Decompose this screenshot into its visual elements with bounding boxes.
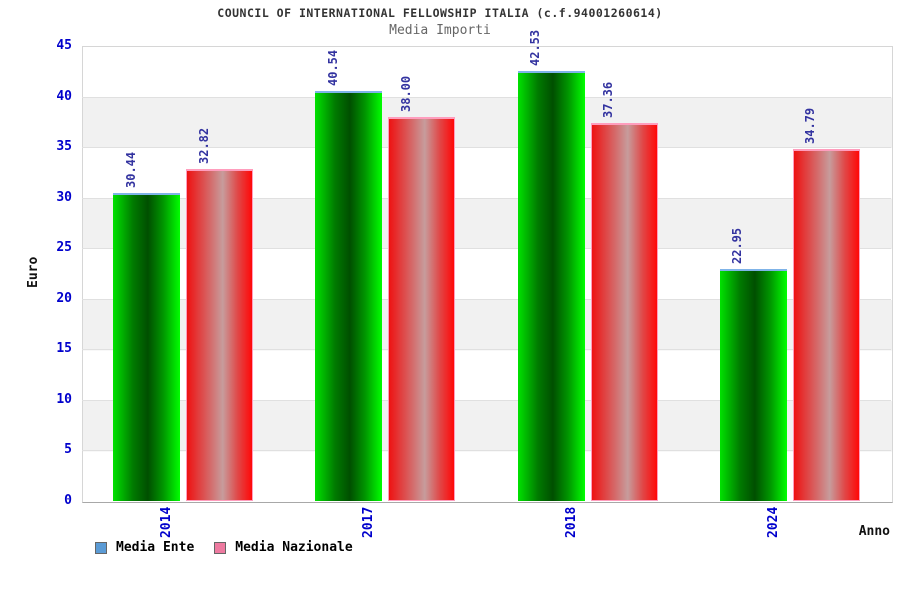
y-tick-label-35: 35 xyxy=(56,139,72,155)
legend: Media Ente Media Nazionale xyxy=(95,540,353,555)
bar-media-ente-2024 xyxy=(719,268,787,501)
y-tick-label-10: 10 xyxy=(56,391,72,407)
value-label-2017-s1: 38.00 xyxy=(398,75,413,112)
gridline-35 xyxy=(82,147,891,149)
y-tick-label-45: 45 xyxy=(56,38,72,53)
value-label-2018-s1: 37.36 xyxy=(601,82,616,119)
legend-swatch-media-nazionale xyxy=(214,541,227,554)
chart-title: COUNCIL OF INTERNATIONAL FELLOWSHIP ITAL… xyxy=(217,6,663,20)
bar-media-nazionale-2024 xyxy=(792,149,860,501)
legend-item-media-ente: Media Ente xyxy=(95,540,194,555)
value-label-2024-s1: 34.79 xyxy=(803,108,818,145)
y-tick-label-15: 15 xyxy=(56,341,72,357)
bar-media-ente-2014 xyxy=(113,193,181,501)
y-axis-title: Euro xyxy=(26,256,41,288)
legend-label: Media Nazionale xyxy=(235,540,353,555)
value-label-2024-s0: 22.95 xyxy=(730,227,745,264)
y-tick-label-0: 0 xyxy=(64,493,72,508)
value-label-2014-s1: 32.82 xyxy=(196,128,211,165)
legend-swatch-media-ente xyxy=(95,541,107,554)
gridline-15 xyxy=(82,349,891,351)
legend-label: Media Ente xyxy=(116,540,195,555)
gridline-5 xyxy=(82,450,891,452)
bar-media-nazionale-2017 xyxy=(388,116,456,501)
gridline-30 xyxy=(82,197,891,199)
bar-media-nazionale-2018 xyxy=(590,123,658,501)
gridline-25 xyxy=(82,248,891,250)
y-tick-label-25: 25 xyxy=(56,240,72,256)
bar-media-nazionale-2014 xyxy=(186,169,254,501)
y-tick-label-5: 5 xyxy=(64,442,72,458)
legend-item-media-nazionale: Media Nazionale xyxy=(214,540,353,555)
x-axis-title: Anno xyxy=(858,524,890,539)
chart-subtitle: Media Importi xyxy=(389,23,491,38)
y-tick-label-20: 20 xyxy=(56,290,72,306)
bar-media-ente-2018 xyxy=(517,70,585,501)
value-label-2014-s0: 30.44 xyxy=(123,152,138,189)
value-label-2018-s0: 42.53 xyxy=(528,29,543,66)
bar-media-ente-2017 xyxy=(315,91,383,501)
y-tick-label-30: 30 xyxy=(56,189,72,205)
gridline-40 xyxy=(82,96,891,98)
gridline-20 xyxy=(82,298,891,300)
value-label-2017-s0: 40.54 xyxy=(325,49,340,87)
y-tick-label-40: 40 xyxy=(56,88,72,104)
gridline-10 xyxy=(82,399,891,401)
